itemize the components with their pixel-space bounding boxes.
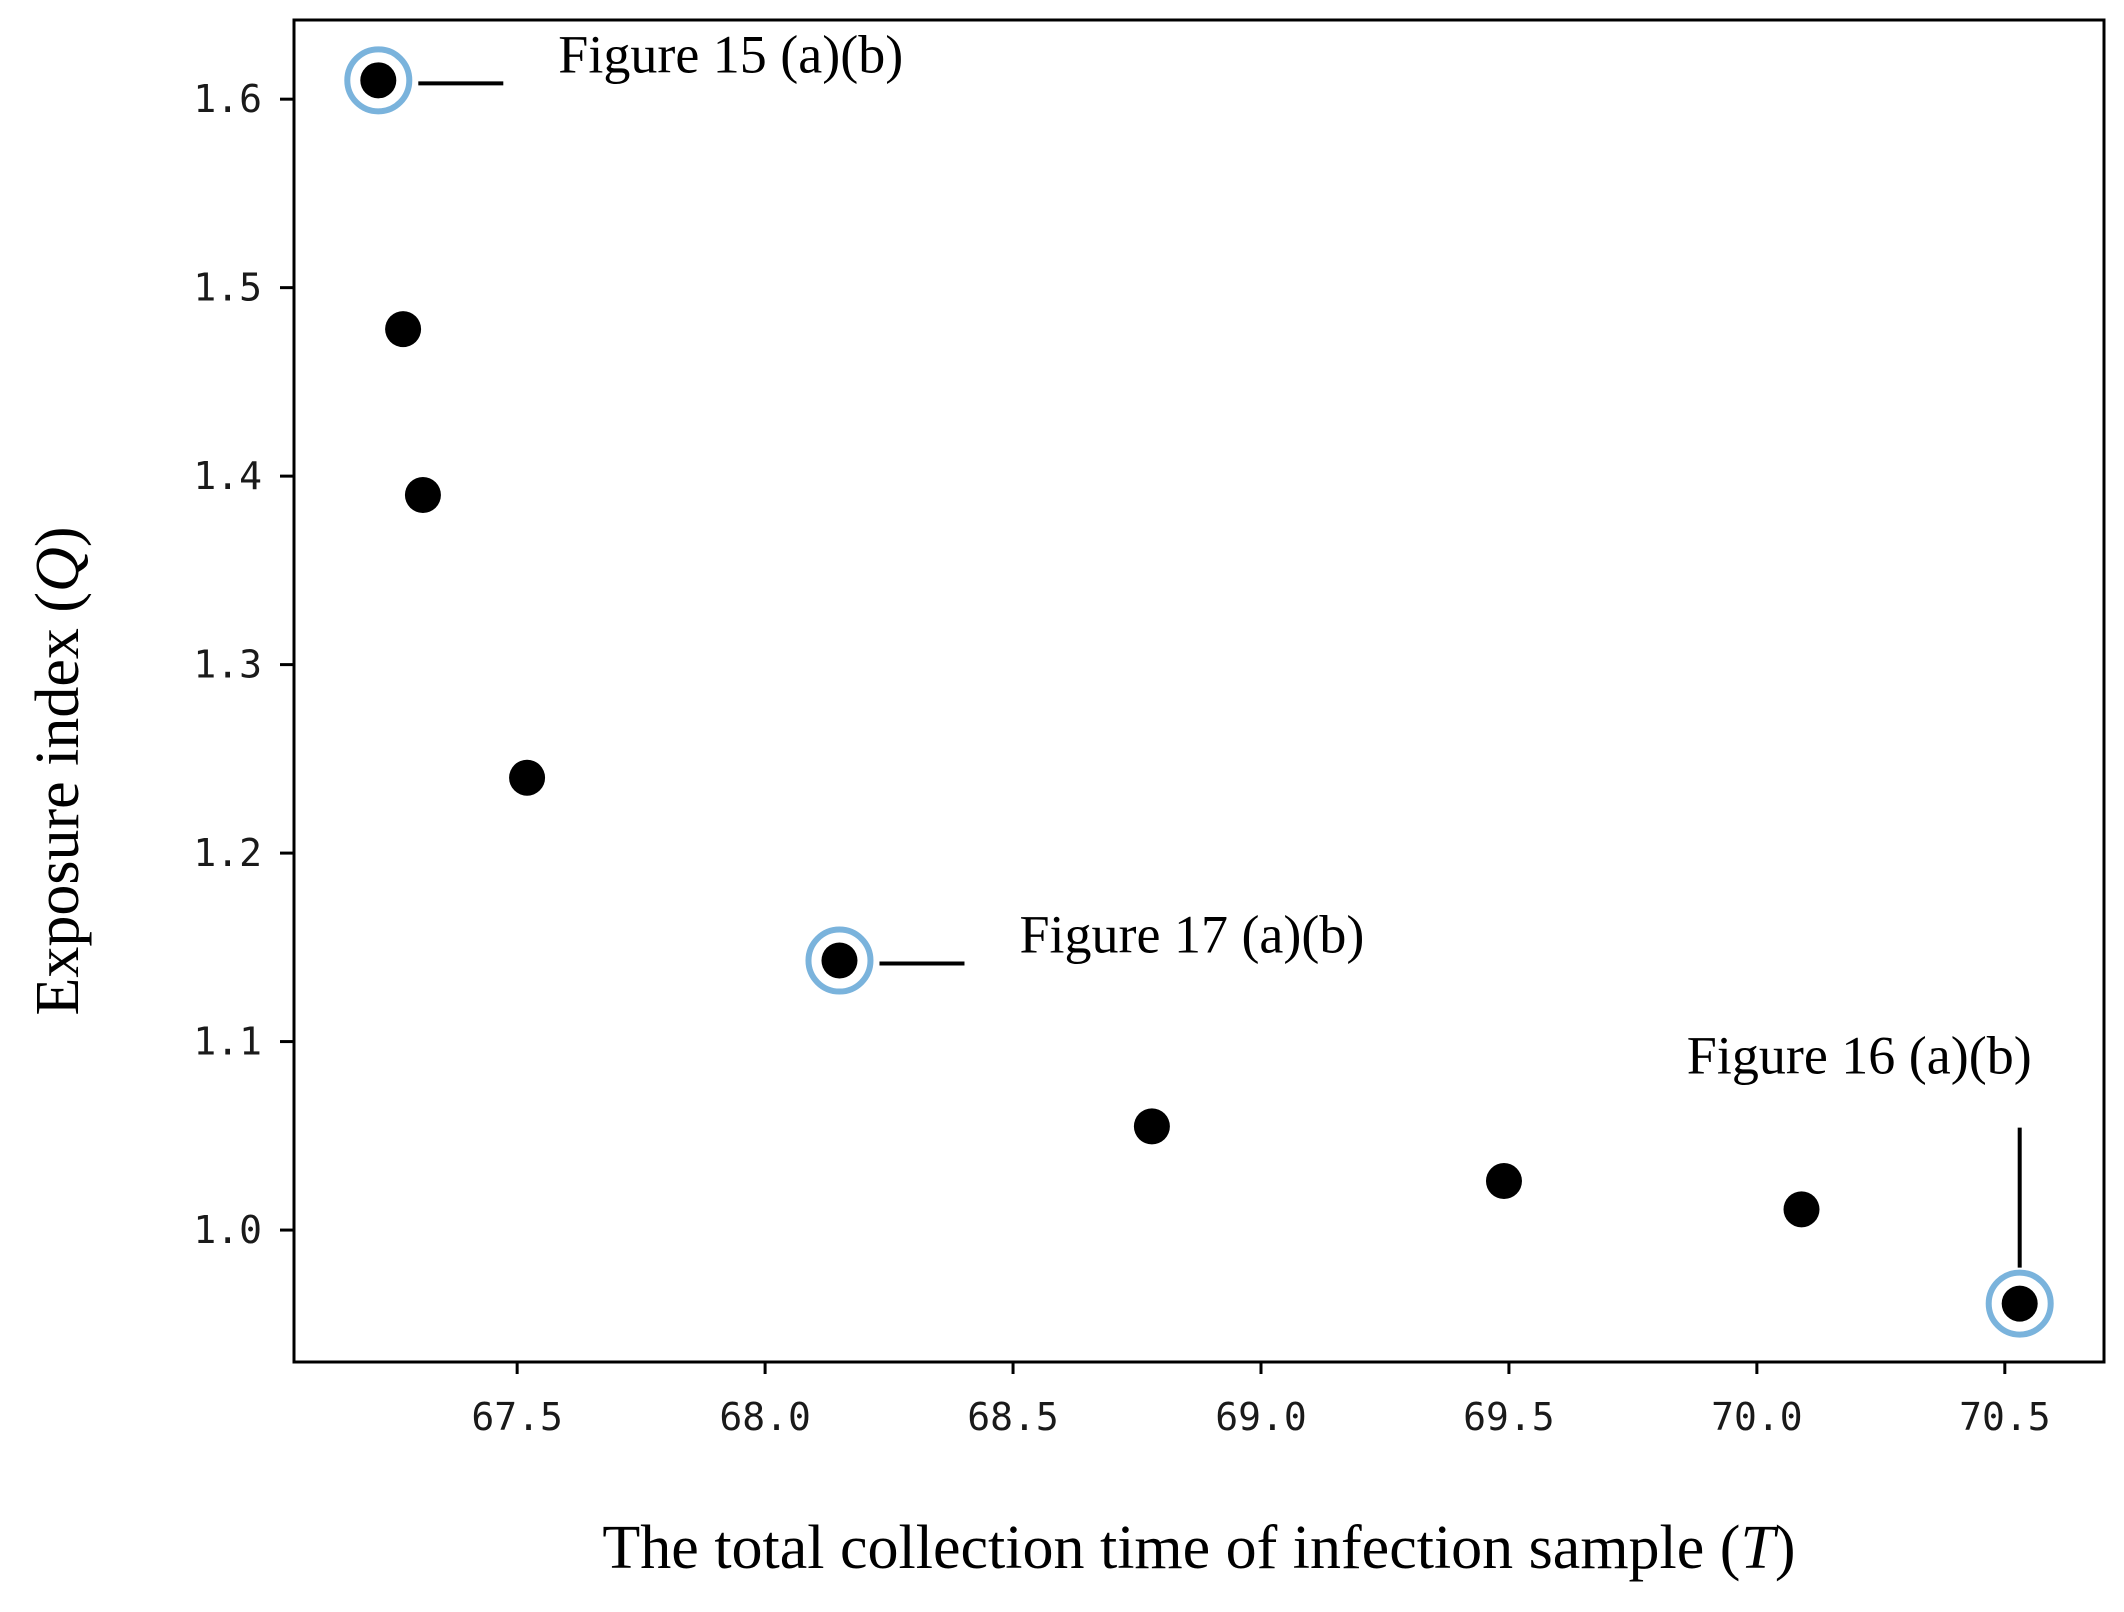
data-point: [360, 62, 397, 99]
y-title-prefix: Exposure index (: [24, 592, 92, 1016]
data-point: [1485, 1163, 1522, 1200]
annotations: Figure 15 (a)(b) Figure 17 (a)(b) Figure 1…: [418, 24, 2032, 1268]
x-tick-label: 70.0: [1711, 1395, 1803, 1439]
y-tick-label: 1.4: [193, 454, 262, 498]
y-title-suffix: ): [24, 527, 92, 548]
x-title-suffix: ): [1775, 1514, 1796, 1582]
x-tick-label: 69.0: [1215, 1395, 1307, 1439]
data-point: [821, 942, 858, 979]
data-point: [385, 311, 422, 348]
x-axis-title: The total collection time of infection s…: [602, 1514, 1795, 1582]
x-title-var: T: [1740, 1514, 1779, 1582]
highlight-ring: [344, 46, 413, 115]
data-point: [2001, 1285, 2038, 1322]
y-tick-label: 1.2: [193, 831, 262, 875]
highlight-ring: [1985, 1269, 2054, 1338]
x-tick-label: 69.5: [1463, 1395, 1555, 1439]
y-tick-label: 1.1: [193, 1020, 262, 1064]
x-tick-label: 68.5: [967, 1395, 1059, 1439]
y-tick-label: 1.0: [193, 1208, 262, 1252]
x-tick-label: 68.0: [719, 1395, 811, 1439]
x-tick-label: 67.5: [471, 1395, 563, 1439]
y-axis-ticks: 1.0 1.1 1.2 1.3 1.4 1.5 1.6: [193, 77, 294, 1252]
y-tick-label: 1.6: [193, 77, 262, 121]
y-tick-label: 1.3: [193, 643, 262, 687]
annotation-label: Figure 15 (a)(b): [558, 24, 903, 84]
annotation-label: Figure 16 (a)(b): [1687, 1026, 2032, 1086]
x-axis-ticks: 67.5 68.0 68.5 69.0 69.5 70.0 70.5: [471, 1362, 2051, 1439]
data-points: [344, 46, 2054, 1338]
annotation-label: Figure 17 (a)(b): [1019, 905, 1364, 965]
y-title-var: Q: [24, 547, 92, 592]
data-point: [509, 759, 546, 796]
plot-frame: [292, 18, 2106, 1364]
x-tick-label: 70.5: [1959, 1395, 2051, 1439]
data-point: [1783, 1191, 1820, 1228]
x-title-prefix: The total collection time of infection s…: [602, 1514, 1740, 1582]
data-point: [404, 476, 441, 513]
highlight-ring: [805, 926, 874, 995]
y-tick-label: 1.5: [193, 266, 262, 310]
data-point: [1133, 1108, 1170, 1145]
y-axis-title: Exposure index (Q): [24, 527, 92, 1016]
